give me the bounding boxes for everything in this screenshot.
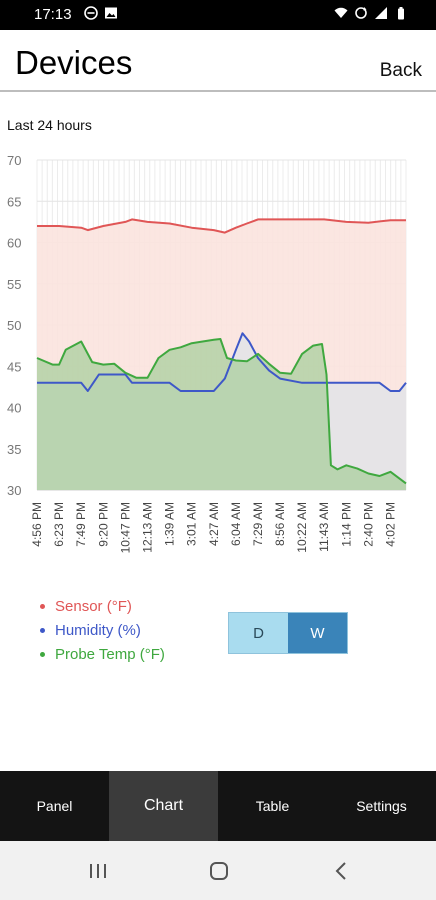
x-tick-label: 7:29 AM [251,502,265,546]
sync-icon [355,7,367,19]
x-tick-label: 3:01 AM [185,502,199,546]
legend-item-humidity: Humidity (%) [40,618,165,642]
legend-dot [40,651,45,657]
legend-label: Probe Temp (°F) [55,645,165,663]
x-tick-label: 4:27 AM [207,502,221,546]
legend-label: Sensor (°F) [55,597,132,615]
back-icon[interactable] [330,859,354,883]
y-tick-label: 35 [7,442,21,457]
status-bar: 17:13 [0,0,436,30]
y-tick-label: 70 [7,153,21,168]
week-range-button[interactable]: W [288,613,347,653]
line-sensor [37,218,406,234]
period-label: Last 24 hours [7,117,92,133]
x-tick-label: 4:56 PM [30,502,44,547]
x-tick-label: 8:56 AM [273,502,287,546]
y-tick-label: 65 [7,194,21,209]
battery-icon [398,7,404,20]
x-tick-label: 6:23 PM [52,502,66,547]
page-title: Devices [15,44,133,81]
x-tick-label: 10:47 PM [118,502,132,553]
chart-legend: Sensor (°F) Humidity (%) Probe Temp (°F) [40,594,165,666]
legend-dot [40,627,45,633]
legend-label: Humidity (%) [55,621,141,639]
tab-settings[interactable]: Settings [356,798,407,814]
status-right-icons [334,6,408,20]
x-tick-label: 6:04 AM [229,502,243,546]
home-icon[interactable] [207,859,231,883]
x-tick-label: 1:14 PM [339,502,353,547]
bottom-nav: Panel Chart Table Settings [0,771,436,841]
legend-dot [40,603,45,609]
y-tick-label: 40 [7,401,21,416]
x-tick-label: 9:20 PM [96,502,110,547]
tab-chart[interactable]: Chart [109,771,218,841]
y-tick-label: 45 [7,359,21,374]
line-humidity [37,332,407,392]
image-icon [105,7,117,19]
y-tick-label: 30 [7,483,21,498]
y-tick-label: 60 [7,236,21,251]
legend-item-probe: Probe Temp (°F) [40,642,165,666]
area-probe [37,339,406,490]
x-tick-label: 10:22 AM [295,502,309,553]
legend-item-sensor: Sensor (°F) [40,594,165,618]
status-left-icons [84,6,118,20]
signal-icon [375,7,387,19]
y-tick-label: 50 [7,318,21,333]
x-axis-ticks: 4:56 PM 6:23 PM 7:49 PM 9:20 PM 10:47 PM 12:1… [30,502,398,553]
line-probe [36,338,407,485]
x-tick-label: 2:40 PM [361,502,375,547]
y-tick-label: 55 [7,277,21,292]
x-tick-label: 12:13 AM [140,502,154,553]
system-nav-bar [0,841,436,900]
day-range-button[interactable]: D [229,613,288,653]
chart-areas [37,219,406,490]
x-tick-label: 1:39 AM [163,502,177,546]
tab-table[interactable]: Table [255,798,290,814]
x-tick-label: 7:49 PM [74,502,88,547]
app-header: Devices Back [0,30,436,92]
wifi-icon [334,7,348,18]
back-button[interactable]: Back [379,60,422,81]
history-chart: 30 35 40 45 50 55 60 65 70 4:56 PM 6:23 PM 7:49 PM… [7,153,407,553]
recent-apps-icon[interactable] [86,859,110,883]
chart-lines [36,218,407,485]
do-not-disturb-icon [84,6,98,20]
status-time: 17:13 [34,6,72,23]
x-tick-label: 4:02 PM [384,502,398,547]
range-toggle: D W [228,612,348,654]
x-tick-label: 11:43 AM [317,502,331,552]
y-axis-ticks: 30 35 40 45 50 55 60 65 70 [7,153,21,498]
tab-panel[interactable]: Panel [36,798,73,814]
